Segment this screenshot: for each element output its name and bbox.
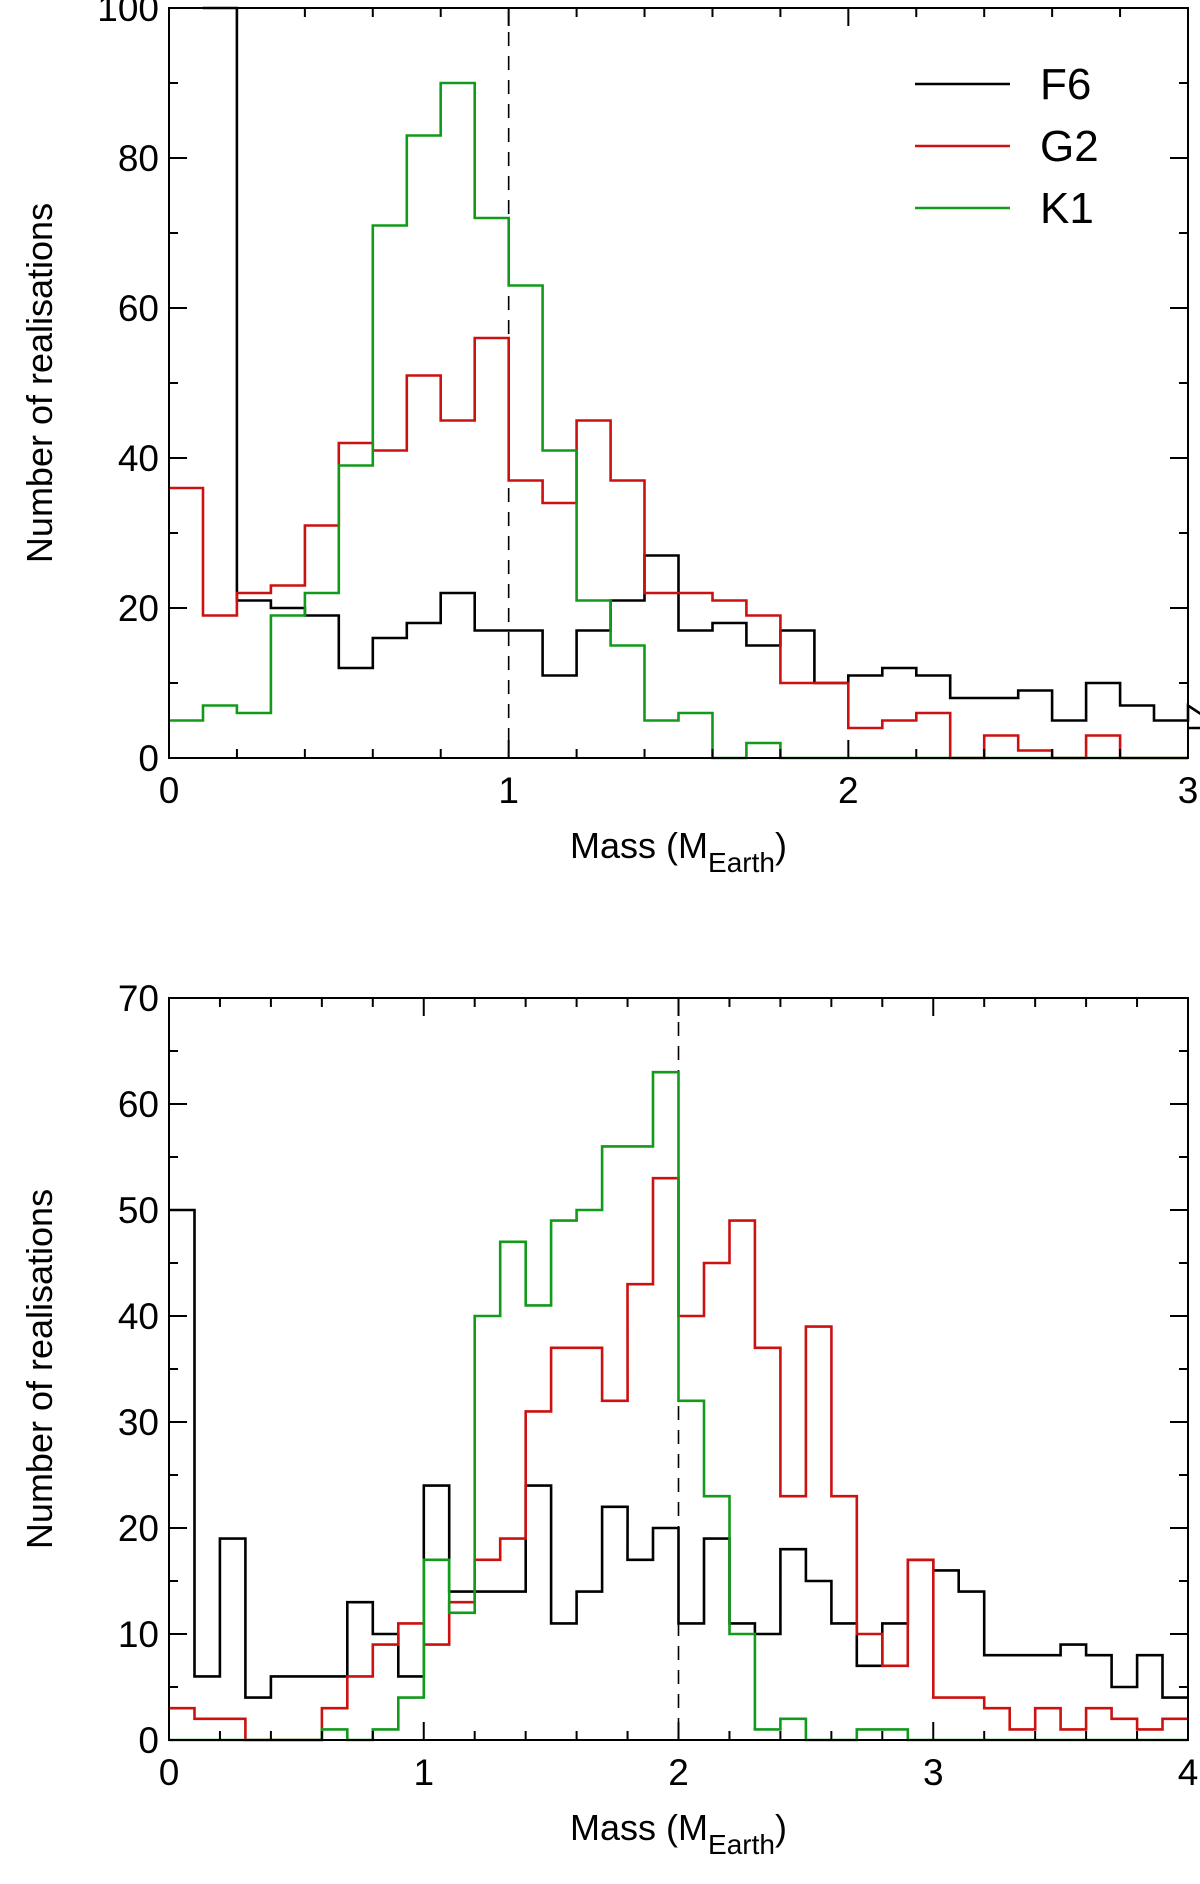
top-histogram-panel: 0 1 2 3 0 20 40 60 80 100 Mass (MEarth) Number of r…: [19, 0, 1200, 878]
series-f6-step-line: [203, 6, 1200, 730]
x-axis-title-close: ): [775, 825, 787, 866]
x-tick-label: 4: [1178, 1752, 1199, 1793]
y-tick-label: 30: [118, 1402, 159, 1443]
x-tick-label: 3: [923, 1752, 944, 1793]
series-g2-step-line: [169, 336, 1188, 760]
y-axis-title: Number of realisations: [19, 203, 60, 563]
y-tick-label: 40: [118, 1296, 159, 1337]
x-tick-label: 1: [413, 1752, 434, 1793]
x-axis-title: Mass (MEarth): [570, 825, 787, 878]
x-tick-label: 0: [159, 770, 180, 811]
x-axis-title-subscript: Earth: [708, 847, 775, 878]
y-tick-label: 50: [118, 1190, 159, 1231]
x-tick-label: 3: [1178, 770, 1199, 811]
x-tick-label: 0: [159, 1752, 180, 1793]
y-tick-label: 80: [118, 138, 159, 179]
series-f6-step-line: [169, 1208, 1188, 1699]
series-g2-step-line: [169, 1176, 1188, 1742]
x-axis-title-main: Mass (M: [570, 1807, 708, 1848]
y-tick-label: 60: [118, 288, 159, 329]
x-axis-title: Mass (MEarth): [570, 1807, 787, 1860]
legend-label-g2: G2: [1040, 122, 1099, 171]
plot-frame: [168, 7, 1189, 759]
y-tick-label: 0: [138, 1720, 159, 1761]
legend-label-f6: F6: [1040, 60, 1091, 109]
x-axis-title-subscript: Earth: [708, 1829, 775, 1860]
y-tick-label: 20: [118, 588, 159, 629]
x-tick-label: 2: [668, 1752, 689, 1793]
x-axis-title-close: ): [775, 1807, 787, 1848]
y-axis-title: Number of realisations: [19, 1189, 60, 1549]
y-tick-label: 0: [138, 738, 159, 779]
legend-label-k1: K1: [1040, 184, 1094, 233]
x-axis-title-main: Mass (M: [570, 825, 708, 866]
y-tick-label: 100: [97, 0, 159, 29]
x-tick-label: 1: [498, 770, 519, 811]
y-tick-label: 10: [118, 1614, 159, 1655]
y-tick-label: 40: [118, 438, 159, 479]
y-tick-label: 70: [118, 978, 159, 1019]
x-tick-label: 2: [838, 770, 859, 811]
series-k1-step-line: [169, 81, 1188, 760]
y-tick-label: 60: [118, 1084, 159, 1125]
y-tick-label: 20: [118, 1508, 159, 1549]
